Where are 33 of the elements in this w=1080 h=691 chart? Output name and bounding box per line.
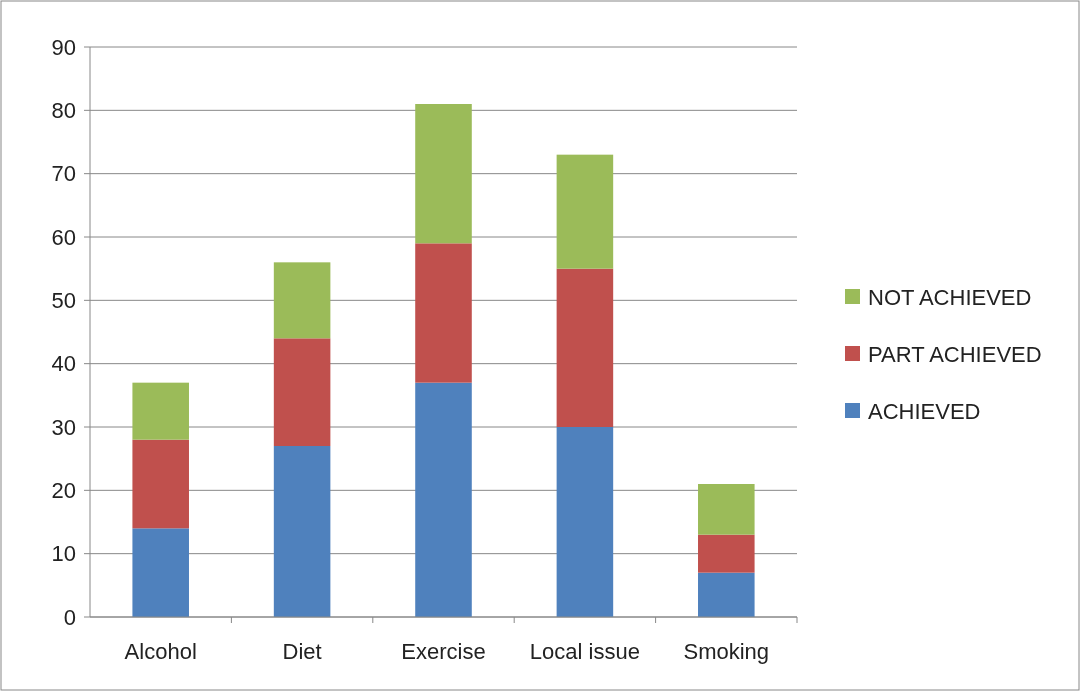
- bar: [556, 427, 614, 617]
- legend-label: ACHIEVED: [868, 398, 981, 424]
- y-tick-label: 30: [51, 414, 76, 440]
- bar: [273, 262, 331, 339]
- bar: [132, 528, 189, 617]
- bar: [556, 268, 614, 427]
- bar: [698, 534, 755, 573]
- y-tick-label: 40: [51, 351, 76, 377]
- x-tick-label: Local issue: [529, 639, 640, 664]
- x-tick-label: Exercise: [401, 639, 486, 664]
- bar: [415, 243, 472, 383]
- bar: [273, 338, 331, 446]
- y-tick-label: 90: [51, 34, 76, 60]
- bar: [556, 154, 614, 269]
- bar: [698, 572, 755, 617]
- y-tick-label: 10: [51, 541, 76, 567]
- bar: [415, 104, 472, 244]
- bar: [273, 446, 331, 617]
- bar: [132, 382, 189, 440]
- y-tick-label: 70: [51, 161, 76, 187]
- x-tick-label: Alcohol: [124, 639, 197, 664]
- x-tick-label: Smoking: [683, 639, 770, 664]
- bar: [415, 382, 472, 617]
- y-tick-label: 0: [63, 604, 76, 630]
- y-tick-label: 60: [51, 224, 76, 250]
- y-tick-label: 20: [51, 478, 76, 504]
- legend-label: PART ACHIEVED: [868, 341, 1042, 367]
- y-tick-label: 80: [51, 98, 76, 124]
- bar: [132, 439, 189, 529]
- bar: [698, 484, 755, 535]
- legend-label: NOT ACHIEVED: [868, 284, 1032, 310]
- x-tick-label: Diet: [282, 639, 322, 664]
- y-tick-label: 50: [51, 288, 76, 314]
